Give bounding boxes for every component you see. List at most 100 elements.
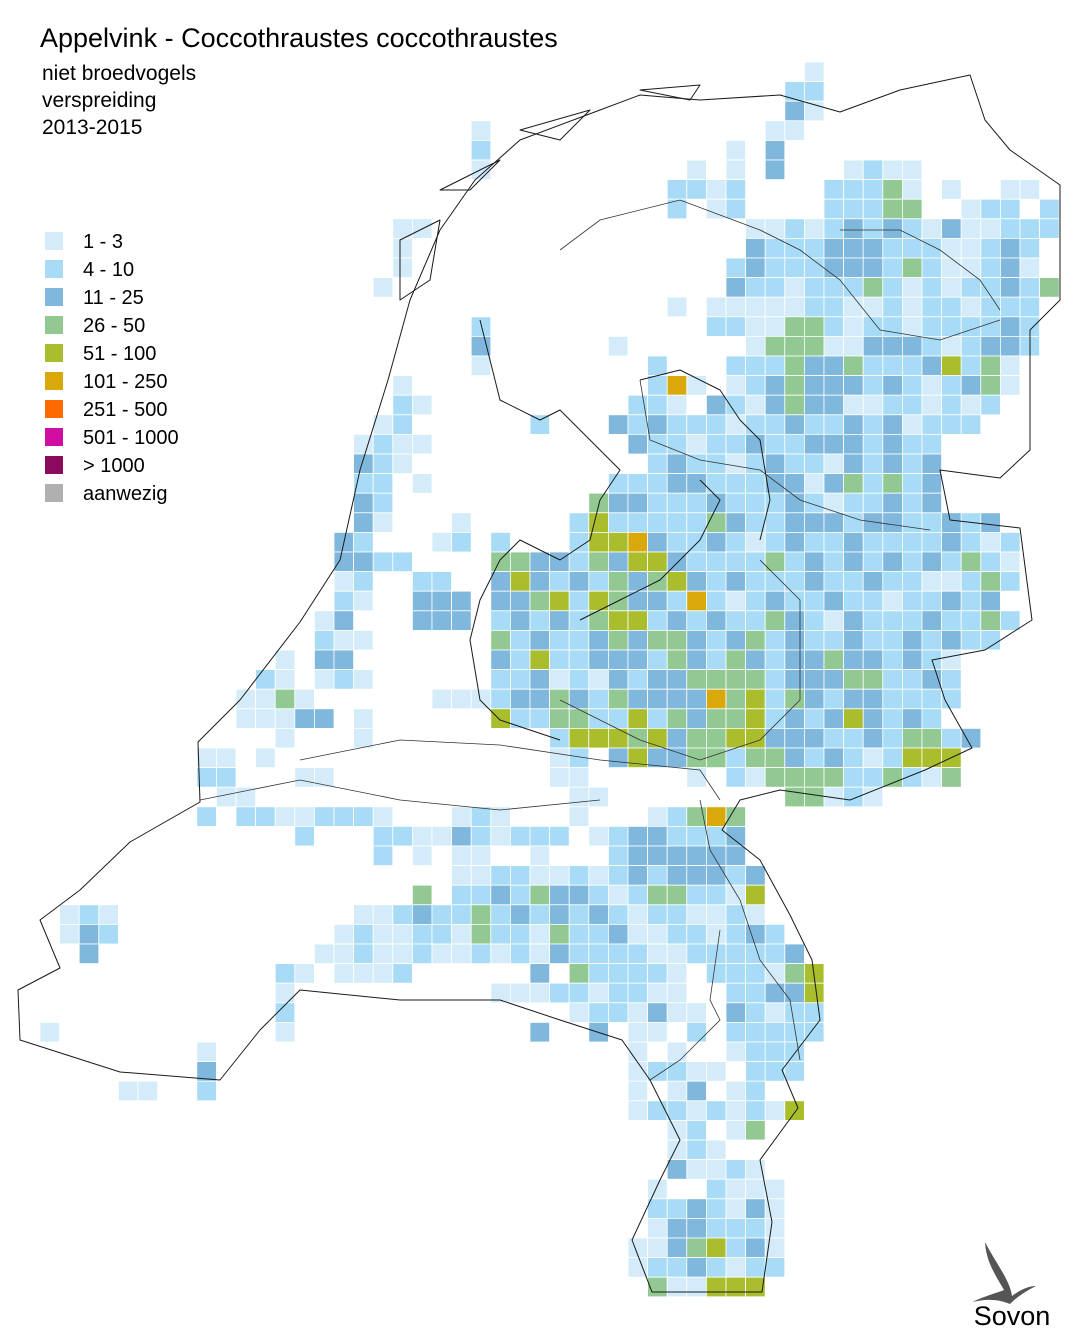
grid-cell xyxy=(804,610,825,631)
grid-cell xyxy=(529,688,551,710)
grid-cell xyxy=(647,1061,668,1082)
grid-cell xyxy=(862,473,884,494)
grid-cell xyxy=(980,590,1001,612)
grid-cell xyxy=(509,865,531,886)
grid-cell xyxy=(608,943,629,965)
grid-cell xyxy=(627,512,649,533)
grid-cell xyxy=(941,414,962,435)
grid-cell xyxy=(588,532,609,553)
grid-cell xyxy=(784,433,805,455)
grid-cell xyxy=(882,473,903,494)
grid-cell xyxy=(647,963,668,984)
grid-cell xyxy=(647,473,668,494)
grid-cell xyxy=(902,492,923,514)
grid-cell xyxy=(529,865,551,886)
grid-cell xyxy=(647,590,668,612)
grid-cell xyxy=(862,571,884,592)
grid-cell xyxy=(784,394,805,416)
grid-cell xyxy=(529,590,551,612)
grid-cell xyxy=(451,512,472,533)
grid-cell xyxy=(725,1218,747,1239)
grid-cell xyxy=(470,806,492,827)
grid-cell xyxy=(706,924,727,945)
grid-cell xyxy=(706,1198,727,1219)
grid-cell xyxy=(745,708,766,729)
grid-cell xyxy=(862,492,884,514)
grid-cell xyxy=(568,590,590,612)
grid-cell xyxy=(431,904,453,925)
grid-cell xyxy=(882,218,903,239)
grid-cell xyxy=(274,728,296,749)
grid-cell xyxy=(764,982,786,1004)
grid-cell xyxy=(941,532,962,553)
grid-cell xyxy=(647,904,668,925)
grid-cell xyxy=(490,904,511,925)
grid-cell xyxy=(823,375,845,396)
grid-cell xyxy=(588,512,609,533)
grid-cell xyxy=(725,649,747,671)
grid-cell xyxy=(941,610,962,631)
grid-cell xyxy=(902,630,923,651)
grid-cell xyxy=(745,453,766,475)
grid-cell xyxy=(666,512,688,533)
grid-cell xyxy=(666,571,688,592)
grid-cell xyxy=(666,669,688,690)
grid-cell xyxy=(647,630,668,651)
grid-cell xyxy=(960,237,982,259)
grid-cell xyxy=(549,826,570,847)
grid-cell xyxy=(921,453,943,475)
grid-cell xyxy=(313,806,335,827)
grid-cell xyxy=(411,845,433,867)
grid-cell xyxy=(313,610,335,631)
grid-cell xyxy=(823,649,845,671)
grid-cell xyxy=(549,610,570,631)
grid-cell xyxy=(706,610,727,631)
grid-cell xyxy=(882,296,903,318)
grid-cell xyxy=(882,277,903,298)
grid-cell xyxy=(745,1237,766,1259)
grid-cell xyxy=(1000,296,1021,318)
grid-cell xyxy=(666,943,688,965)
grid-cell xyxy=(686,1257,707,1278)
grid-cell xyxy=(823,630,845,651)
grid-cell xyxy=(627,1061,649,1082)
grid-cell xyxy=(764,688,786,710)
grid-cell xyxy=(941,218,962,239)
grid-cell xyxy=(745,1080,766,1102)
grid-cell xyxy=(647,453,668,475)
grid-cell xyxy=(745,1257,766,1278)
grid-cell xyxy=(549,551,570,573)
grid-cell xyxy=(804,453,825,475)
outlines xyxy=(17,74,1061,1293)
grid-cell xyxy=(608,963,629,984)
grid-cell xyxy=(921,492,943,514)
grid-cell xyxy=(608,865,629,886)
grid-cell xyxy=(764,590,786,612)
grid-cell xyxy=(588,963,609,984)
grid-cell xyxy=(627,610,649,631)
grid-cell xyxy=(706,433,727,455)
grid-cell xyxy=(333,649,355,671)
grid-cell xyxy=(784,218,805,239)
grid-cell xyxy=(764,610,786,631)
grid-cell xyxy=(686,414,707,435)
grid-cell xyxy=(725,1198,747,1219)
grid-cell xyxy=(529,1022,551,1043)
grid-cell xyxy=(764,453,786,475)
legend-swatch xyxy=(45,428,63,446)
grid-cell xyxy=(490,669,511,690)
grid-cell xyxy=(862,316,884,337)
grid-cell xyxy=(490,590,511,612)
grid-cell xyxy=(902,296,923,318)
grid-cell xyxy=(686,688,707,710)
grid-cell xyxy=(843,630,864,651)
grid-cell xyxy=(804,61,825,83)
grid-cell xyxy=(549,728,570,749)
grid-cell xyxy=(294,688,315,710)
grid-cell xyxy=(764,492,786,514)
grid-cell xyxy=(843,198,864,220)
grid-cell xyxy=(784,982,805,1004)
grid-cell xyxy=(666,1237,688,1259)
grid-cell xyxy=(274,649,296,671)
grid-cell xyxy=(411,943,433,965)
